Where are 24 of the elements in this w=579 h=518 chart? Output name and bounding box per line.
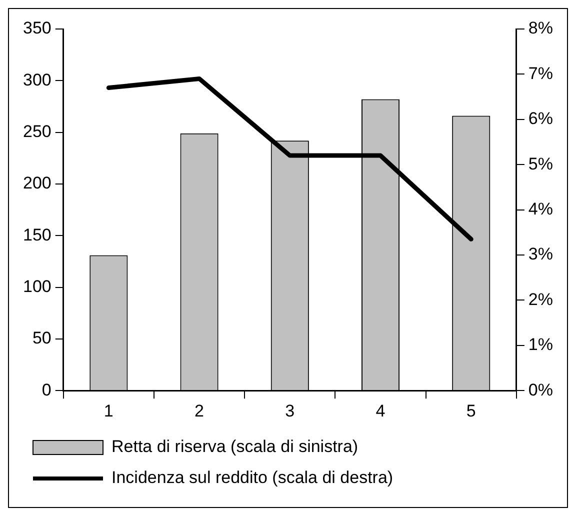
y-tick-label: 200 [22, 174, 52, 193]
y2-tick-label: 0% [528, 380, 554, 400]
y-tick-label: 250 [22, 122, 52, 141]
y-tick-label: 50 [32, 328, 52, 348]
y2-tick-label: 3% [528, 244, 554, 264]
y2-tick-label: 2% [528, 290, 554, 309]
y-tick-label: 0 [42, 380, 52, 400]
x-tick-label: 4 [376, 401, 386, 420]
y-tick-label: 300 [22, 70, 52, 90]
legend-label: Incidenza sul reddito (scala di destra) [112, 468, 394, 488]
x-tick-label: 5 [466, 401, 476, 420]
x-tick-label: 1 [104, 401, 114, 420]
y-tick-label: 100 [22, 276, 52, 296]
legend-label: Retta di riserva (scala di sinistra) [112, 437, 358, 456]
y-tick-label: 150 [22, 225, 52, 244]
x-tick-label: 2 [194, 401, 204, 420]
y2-tick-label: 5% [528, 154, 554, 174]
y2-tick-label: 7% [528, 64, 554, 83]
y2-tick-label: 6% [528, 109, 554, 128]
y2-tick-label: 1% [528, 335, 554, 354]
y2-tick-label: 8% [528, 18, 554, 38]
y2-tick-label: 4% [528, 199, 554, 218]
y-tick-label: 350 [22, 18, 52, 38]
x-tick-label: 3 [285, 401, 295, 420]
